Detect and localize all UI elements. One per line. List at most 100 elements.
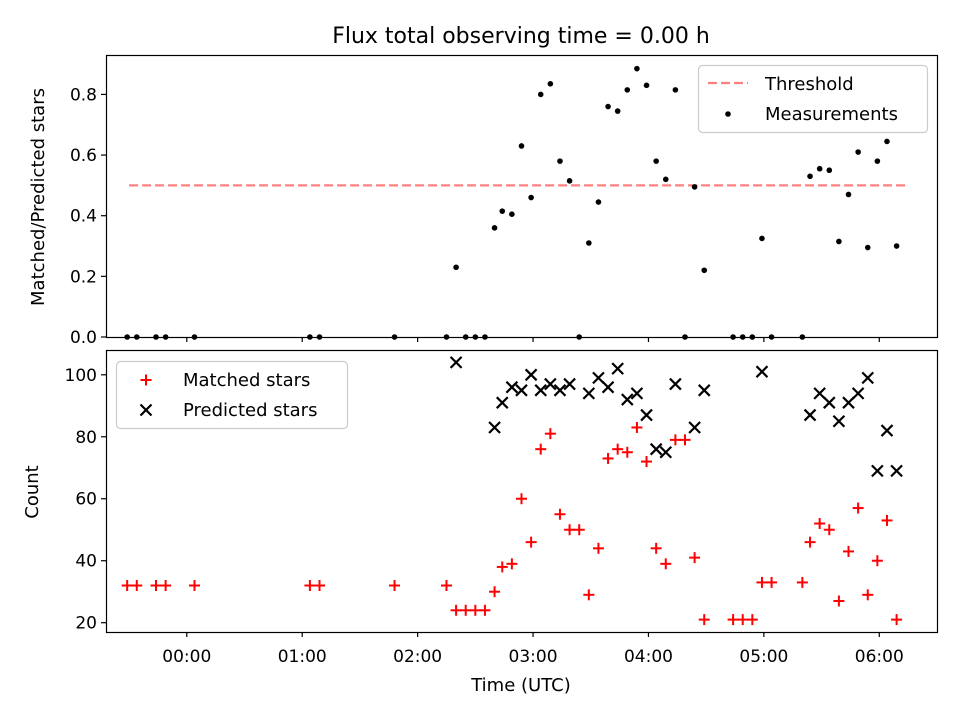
matched-star-point [450,604,462,616]
measurement-point [662,176,669,183]
matched-star-point [621,446,633,458]
predicted-star-point [842,396,855,409]
matched-star-point [564,524,576,536]
measurement-point [691,184,698,190]
matched-star-point [881,514,893,526]
predicted-star-point [697,384,711,397]
measurement-point [624,87,631,93]
matched-star-point [814,518,826,530]
matched-star-point [535,443,547,455]
matched-star-point [602,452,614,464]
predicted-star-point [871,464,884,478]
measurement-point [614,108,621,114]
measurement-point [509,211,515,217]
predicted-star-point [611,362,624,375]
measurement-point [491,225,498,231]
measurement-point [547,81,554,87]
predicted-star-point [649,442,663,456]
predicted-star-point [688,421,701,434]
measurement-point [643,82,650,89]
predicted-star-point [553,384,567,397]
measurement-point [595,199,602,205]
matched-star-point [746,614,758,626]
matched-star-point [631,421,643,433]
matched-star-point [641,456,653,468]
predicted-star-point [449,356,463,369]
predicted-star-point [659,445,673,459]
matched-star-point [871,555,883,567]
matched-star-point [469,604,481,616]
predicted-star-point [880,424,894,437]
predicted-star-point [495,396,509,409]
matched-star-point [489,586,501,598]
bottom-xtick-label: 02:00 [393,647,442,667]
bottom-panel: 20 40 60 80 100 00:00 01:00 02:00 03:00 04:00 05:0… [22,349,939,696]
predicted-star-point [890,464,903,478]
bottom-xtick-label: 04:00 [624,647,673,667]
matched-star-point [592,542,604,554]
measurement-point [884,138,890,145]
top-ytick-label: 0.8 [70,85,97,105]
bottom-xtick-label: 01:00 [278,647,327,667]
predicted-legend-swatch [139,403,153,417]
predicted-legend-label: Predicted stars [183,400,317,421]
matched-star-point [525,536,537,548]
measurement-point [453,264,459,271]
predicted-star-point [813,387,826,400]
matched-star-point [506,558,518,570]
top-axes: 0.0 0.2 0.4 0.6 0.8 [70,85,880,348]
measurement-point [816,165,823,172]
matched-star-point [737,614,749,626]
matched-star-point [516,493,527,505]
bottom-ylabel: Count [22,465,43,518]
matched-star-point [496,561,508,573]
bottom-ytick-label: 20 [75,614,97,634]
predicted-star-point [488,421,501,434]
predicted-star-point [582,387,596,400]
measurement-point [586,240,592,246]
matched-star-point [669,434,681,446]
top-ytick-label: 0.0 [70,328,97,348]
matched-star-point [766,576,778,588]
predicted-star-point [861,371,875,385]
measurement-point [557,158,563,164]
predicted-star-point [515,384,528,397]
matched-star-point [304,580,316,592]
bottom-plot-data [121,356,903,626]
bottom-legend: Matched stars Predicted stars [115,360,349,430]
bottom-ytick-label: 100 [65,366,97,386]
matched-star-point [121,580,133,592]
top-ylabel: Matched/Predicted stars [28,88,49,306]
matched-legend-swatch [140,374,152,386]
bottom-legend-box [115,360,349,430]
matched-star-point [891,614,903,626]
predicted-star-point [755,365,769,378]
measurement-point [893,243,900,249]
measurements-legend-swatch [725,111,731,117]
matched-star-point [823,524,835,536]
predicted-star-point [803,408,817,422]
bottom-xtick-label: 00:00 [162,647,211,667]
matched-star-point [188,580,200,592]
bottom-xlabel: Time (UTC) [470,675,571,696]
measurement-point [759,235,765,242]
measurement-point [537,91,544,98]
matched-star-point [698,614,710,626]
matched-star-point [389,580,401,592]
predicted-star-point [505,380,519,394]
top-ytick-label: 0.2 [70,267,97,287]
measurement-point [874,158,881,164]
matched-star-point [796,576,808,588]
matched-star-point [131,580,143,592]
predicted-star-point [832,414,846,428]
matched-star-point [833,595,845,607]
measurement-point [528,194,534,201]
bottom-xtick-label: 05:00 [739,647,788,667]
matched-star-point [862,589,874,601]
measurement-point [855,149,861,155]
top-panel: Flux total observing time = 0.00 h 0.00.… [28,24,939,348]
predicted-star-point [524,368,538,382]
measurement-point [605,103,611,110]
bottom-xtick-label: 06:00 [855,647,904,667]
matched-star-point [554,508,566,520]
